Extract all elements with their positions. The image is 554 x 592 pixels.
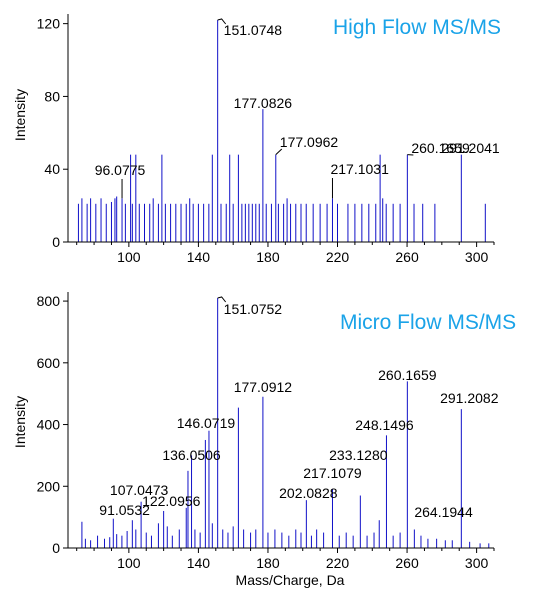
peak-label: 291.2082 xyxy=(440,390,499,406)
x-tick-label: 140 xyxy=(187,249,211,265)
peak-label: 177.0826 xyxy=(234,95,293,111)
micro-flow-title: Micro Flow MS/MS xyxy=(340,311,516,334)
high-flow-axes: 0 40 80 120 100 140 180 220 260 300 xyxy=(37,14,495,265)
peak-label: 264.1944 xyxy=(414,504,473,520)
peak-leader xyxy=(217,18,227,25)
peak-label: 291.2041 xyxy=(441,140,500,156)
x-tick-label: 300 xyxy=(465,249,489,265)
peak-label: 151.0752 xyxy=(224,301,283,317)
peak-label: 260.1659 xyxy=(378,367,437,383)
peak-label: 122.0956 xyxy=(142,493,201,509)
x-tick-label: 260 xyxy=(395,555,419,571)
peak-label: 96.0775 xyxy=(95,162,146,178)
peak-label: 217.1079 xyxy=(303,465,362,481)
peak-label: 146.0719 xyxy=(177,415,236,431)
x-tick-label: 180 xyxy=(256,249,280,265)
high-flow-y-axis-title: Intensity xyxy=(12,89,28,141)
y-tick-label: 0 xyxy=(52,540,60,556)
peak-label: 260.1659 xyxy=(411,140,470,156)
peak-label: 91.0532 xyxy=(99,502,150,518)
x-tick-label: 220 xyxy=(326,555,350,571)
peak-label: 107.0473 xyxy=(110,482,169,498)
peak-leader xyxy=(275,148,283,156)
peak-label: 177.0962 xyxy=(280,134,339,150)
peak-label: 177.0912 xyxy=(234,379,293,395)
x-axis-title: Mass/Charge, Da xyxy=(236,572,345,588)
y-tick-label: 120 xyxy=(37,16,61,32)
micro-flow-y-axis-title: Intensity xyxy=(12,396,28,448)
y-tick-label: 0 xyxy=(52,234,60,250)
x-tick-label: 260 xyxy=(395,249,419,265)
peak-label: 233.1280 xyxy=(329,447,388,463)
high-flow-panel: High Flow MS/MS Intensity 96.0775 151.074… xyxy=(12,14,501,265)
peak-leader xyxy=(217,296,227,303)
peak-label: 217.1031 xyxy=(330,161,389,177)
peak-label: 136.0506 xyxy=(162,447,221,463)
x-tick-label: 180 xyxy=(256,555,280,571)
y-tick-label: 80 xyxy=(44,88,60,104)
micro-flow-bars xyxy=(81,298,490,548)
x-tick-label: 300 xyxy=(465,555,489,571)
peak-label: 202.0828 xyxy=(279,485,338,501)
x-tick-label: 100 xyxy=(117,555,141,571)
y-tick-label: 600 xyxy=(37,355,61,371)
micro-flow-axes: 0 200 400 600 800 100 140 180 220 260 300 xyxy=(37,292,495,571)
y-tick-label: 40 xyxy=(44,161,60,177)
x-tick-label: 140 xyxy=(187,555,211,571)
micro-flow-panel: Micro Flow MS/MS Intensity 91.0532 107.04… xyxy=(12,292,516,588)
peak-label: 248.1496 xyxy=(355,417,414,433)
high-flow-title: High Flow MS/MS xyxy=(333,16,501,39)
y-tick-label: 800 xyxy=(37,293,61,309)
x-tick-label: 100 xyxy=(117,249,141,265)
x-tick-label: 220 xyxy=(326,249,350,265)
peak-label: 151.0748 xyxy=(224,22,283,38)
y-tick-label: 200 xyxy=(37,478,61,494)
high-flow-bars xyxy=(77,20,486,242)
high-flow-peak-labels: 96.0775 151.0748 177.0826 177.0962 217.1031 2… xyxy=(95,18,500,199)
y-tick-label: 400 xyxy=(37,417,61,433)
